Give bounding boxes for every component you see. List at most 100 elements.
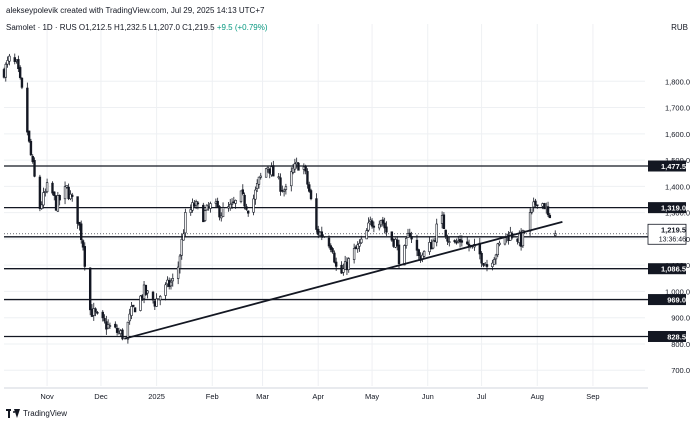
- candle-body: [171, 278, 174, 282]
- candle-body: [322, 236, 325, 238]
- x-tick-label: Mar: [256, 392, 269, 401]
- candle-body: [444, 229, 447, 237]
- candle-body: [331, 248, 334, 253]
- candle-body: [284, 186, 288, 190]
- candle-body: [4, 63, 7, 78]
- candle-body: [282, 189, 286, 192]
- candle-body: [408, 232, 411, 237]
- candle-body: [27, 130, 31, 142]
- candle-body: [492, 259, 496, 265]
- candle-body: [94, 308, 97, 313]
- candle-body: [410, 236, 413, 240]
- candle-body: [494, 254, 498, 260]
- candle-body: [342, 268, 345, 273]
- candle-body: [164, 284, 167, 296]
- candle-body: [308, 184, 311, 192]
- candle-body: [417, 249, 420, 257]
- candle-body: [306, 171, 309, 185]
- candle-body: [327, 237, 331, 247]
- price-change: +9.5 (+0.79%): [216, 23, 268, 32]
- candle-body: [491, 262, 494, 267]
- candle-body: [397, 244, 401, 264]
- candle-body: [403, 245, 406, 266]
- symbol-name: Samolet · 1D · RUS: [6, 23, 77, 32]
- candle-body: [254, 189, 257, 200]
- candle-body: [496, 243, 499, 256]
- x-tick-label: Feb: [206, 392, 219, 401]
- candle-body: [101, 311, 104, 319]
- candle-body: [315, 198, 318, 230]
- chart-grid: [4, 24, 648, 389]
- candle-body: [498, 242, 501, 245]
- y-tick-label: 700.0: [671, 366, 690, 375]
- trendline[interactable]: [124, 220, 563, 340]
- y-tick-label: 1,400.0: [665, 182, 690, 191]
- y-tick-label: 1,700.0: [665, 104, 690, 113]
- tradingview-logo-text: TradingView: [23, 409, 68, 418]
- candle-body: [356, 244, 359, 250]
- level-labels: 1,477.51,319.01,208.01,086.5969.0828.51,…: [647, 160, 687, 342]
- candle-body: [155, 298, 158, 307]
- candle-body: [543, 203, 546, 210]
- candle-body: [317, 228, 320, 235]
- candle-body: [151, 291, 155, 301]
- horizontal-levels[interactable]: [4, 165, 648, 338]
- candle-body: [229, 203, 232, 209]
- candle-body: [17, 59, 20, 70]
- x-tick-label: Jul: [477, 392, 487, 401]
- candle-body: [184, 212, 187, 234]
- candle-body: [121, 329, 124, 340]
- candle-body: [130, 306, 133, 316]
- candle-body: [390, 231, 394, 241]
- x-tick-label: Sep: [586, 392, 599, 401]
- candle-body: [480, 252, 483, 264]
- candle-body: [309, 190, 313, 200]
- candle-body: [128, 313, 131, 322]
- candle-body: [139, 295, 142, 311]
- candle-body: [63, 186, 67, 200]
- candle-body: [114, 323, 117, 328]
- level-label-bg: [648, 263, 686, 275]
- y-tick-label: 900.0: [671, 314, 690, 323]
- candle-body: [221, 207, 225, 218]
- candle-body: [20, 77, 24, 88]
- level-label: 1,477.5: [661, 162, 686, 171]
- candle-body: [243, 194, 246, 207]
- candle-body: [372, 225, 376, 228]
- level-label-bg: [648, 202, 686, 214]
- candle-body: [56, 195, 60, 212]
- candle-body: [108, 325, 112, 327]
- bar-countdown-label: 13:36:46: [659, 236, 686, 243]
- candle-body: [176, 266, 180, 279]
- candle-body: [103, 318, 106, 322]
- candle-body: [455, 241, 458, 244]
- candle-body: [365, 230, 368, 240]
- level-label-bg: [648, 294, 686, 306]
- last-price-bg: [647, 223, 687, 245]
- candle-body: [530, 207, 534, 213]
- candle-body: [358, 243, 361, 247]
- time-axis[interactable]: Nov Dec 2025 Feb Mar Apr May Jun Jul Aug Sep: [40, 392, 599, 401]
- candle-body: [31, 156, 34, 163]
- candle-body: [203, 210, 207, 221]
- candle-body: [448, 241, 451, 243]
- y-tick-label: 1,600.0: [665, 130, 690, 139]
- candle-body: [360, 238, 363, 244]
- candle-body: [320, 231, 324, 237]
- candle-body: [383, 222, 386, 229]
- tradingview-logo[interactable]: TradingView: [6, 409, 67, 418]
- candle-body: [466, 241, 469, 245]
- candle-body: [446, 236, 449, 242]
- candle-body: [81, 240, 85, 248]
- candle-body: [26, 87, 29, 133]
- x-tick-label: Jun: [422, 392, 434, 401]
- candle-body: [442, 214, 446, 230]
- candle-body: [241, 189, 245, 195]
- candle-body: [422, 250, 426, 257]
- candle-body: [29, 140, 33, 156]
- candle-body: [96, 311, 99, 314]
- candle-body: [546, 206, 550, 216]
- candle-body: [83, 246, 86, 267]
- support-trendline: [124, 220, 563, 340]
